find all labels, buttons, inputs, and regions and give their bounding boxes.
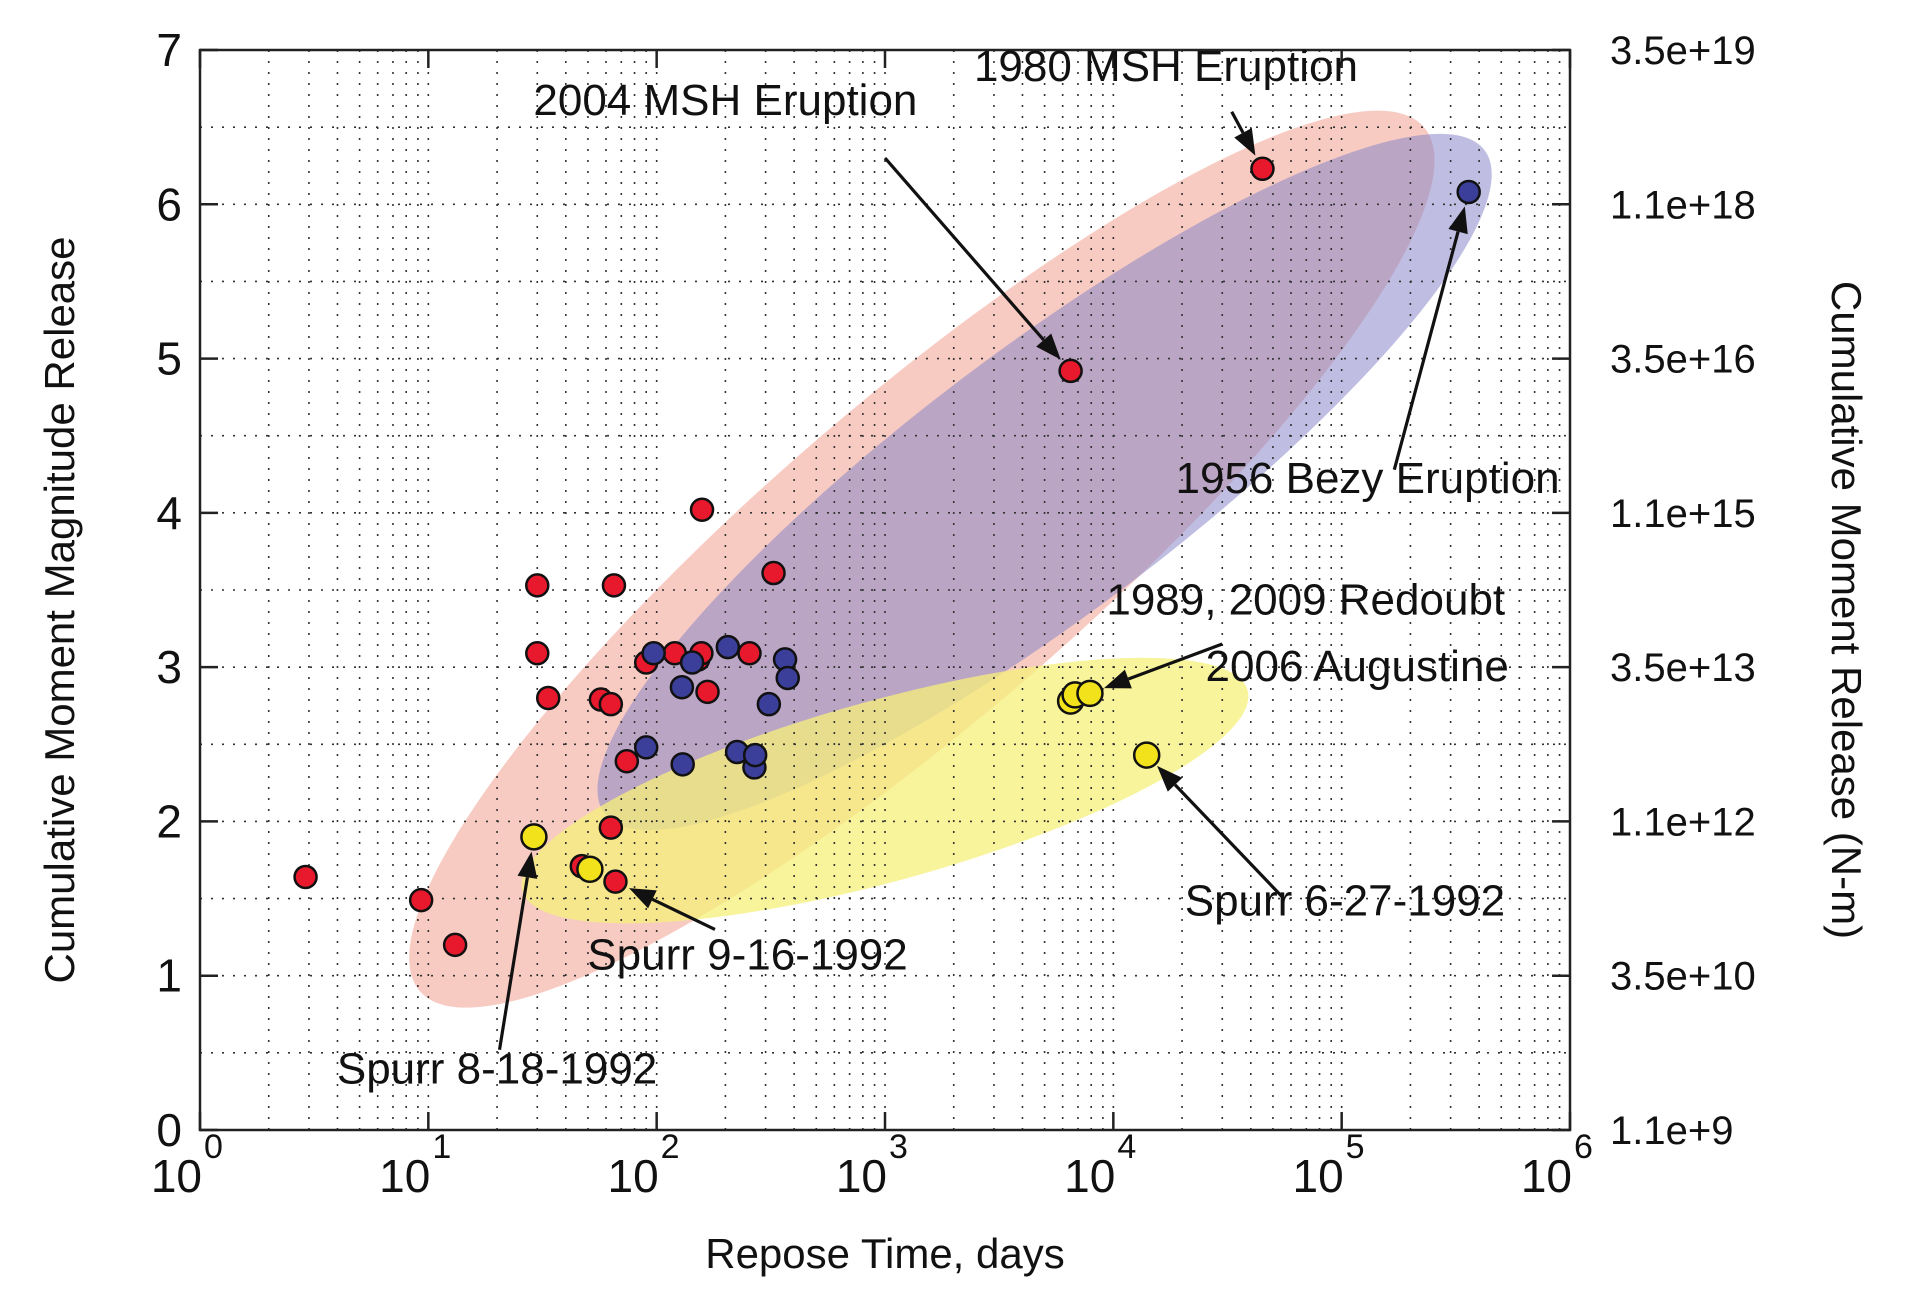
region-yellow [521, 657, 1249, 924]
data-point-yellow [1132, 741, 1161, 769]
y-tick-label: 5 [156, 333, 182, 385]
annotation-arrowhead [1234, 127, 1256, 156]
data-point-blue [670, 752, 695, 777]
annotation-label: Spurr 6-27-1992 [1185, 877, 1505, 926]
annotation-arrow-line [1392, 231, 1460, 471]
data-point-red [408, 887, 434, 913]
annotation-arrow-line [1230, 110, 1245, 134]
x-tick-exponent: 4 [1117, 1128, 1136, 1166]
data-points [293, 156, 1481, 958]
annotation-arrowhead [1104, 669, 1132, 689]
annotation-arrow-line [497, 877, 529, 1051]
data-point-red [601, 573, 627, 598]
y2-tick-label: 1.1e+18 [1610, 183, 1756, 227]
data-point-yellow [1076, 679, 1104, 708]
x-tick-exponent: 0 [204, 1128, 223, 1166]
data-point-blue [641, 641, 666, 666]
cluster-regions [409, 110, 1492, 1008]
data-point-red [525, 573, 550, 598]
y-tick-label: 7 [156, 24, 182, 76]
y-tick-label: 6 [156, 178, 182, 230]
data-point-blue [756, 691, 782, 717]
x-tick-label: 10 [607, 1150, 658, 1202]
annotation-label: 1980 MSH Eruption [974, 42, 1358, 91]
data-point-blue [679, 650, 705, 675]
grid [200, 50, 1570, 1130]
data-point-red [442, 932, 468, 958]
data-point-red [603, 869, 628, 894]
x-tick-exponent: 1 [432, 1128, 451, 1166]
data-point-red [737, 641, 762, 666]
data-point-blue [742, 742, 768, 768]
tick-labels: 100101102103104105106012345671.1e+93.5e+… [151, 24, 1756, 1202]
x-tick-exponent: 2 [661, 1128, 680, 1166]
data-point-red [598, 691, 624, 717]
annotation-arrowhead [1036, 333, 1061, 360]
data-point-blue [715, 634, 741, 660]
x-tick-exponent: 6 [1574, 1128, 1593, 1166]
annotation-arrow-line [1127, 642, 1223, 681]
data-point-yellow [520, 823, 548, 851]
data-point-red [535, 685, 561, 711]
annotation-label: Spurr 9-16-1992 [587, 931, 907, 980]
y-tick-label: 2 [156, 795, 182, 847]
data-point-red [598, 815, 624, 840]
data-point-red [1058, 358, 1083, 384]
y2-tick-label: 3.5e+10 [1610, 955, 1756, 999]
data-point-red [614, 749, 640, 774]
x-tick-exponent: 3 [889, 1128, 908, 1166]
y-axis-title: Cumulative Moment Magnitude Release [36, 236, 83, 983]
y2-tick-label: 1.1e+15 [1610, 492, 1756, 536]
annotation-arrow-line [883, 156, 1045, 342]
data-point-red [1250, 156, 1275, 182]
annotation-arrow-line [1173, 783, 1284, 899]
data-point-yellow [576, 855, 604, 884]
x-tick-label: 10 [151, 1150, 202, 1202]
x-tick-label: 10 [836, 1150, 887, 1202]
data-point-red [689, 497, 715, 523]
annotation-arrow-line [651, 897, 716, 931]
annotation-arrowhead [517, 851, 538, 879]
annotation-arrows [497, 110, 1468, 1051]
y2-axis-title: Cumulative Moment Release (N-m) [1823, 281, 1870, 939]
y2-tick-label: 3.5e+19 [1610, 29, 1756, 73]
region-blue [597, 133, 1492, 831]
data-point-blue [775, 665, 800, 691]
annotation-arrowhead [628, 888, 657, 909]
x-tick-exponent: 5 [1346, 1128, 1365, 1166]
data-point-red [293, 864, 318, 890]
data-point-blue [1456, 179, 1481, 205]
x-tick-label: 10 [379, 1150, 430, 1202]
data-point-red [761, 560, 786, 586]
axis-ticks [198, 48, 1572, 1132]
y-tick-label: 1 [156, 950, 182, 1002]
x-tick-label: 10 [1292, 1150, 1343, 1202]
annotation-label: 1989, 2009 Redoubt [1106, 576, 1505, 625]
y2-tick-label: 1.1e+9 [1610, 1109, 1733, 1153]
annotation-label: 1956 Bezy Eruption [1176, 454, 1560, 503]
data-point-red [525, 641, 550, 666]
y-tick-label: 4 [156, 487, 182, 539]
y-tick-label: 3 [156, 641, 182, 693]
y-tick-label: 0 [156, 1104, 182, 1156]
y2-tick-label: 3.5e+13 [1610, 646, 1756, 690]
data-point-red [695, 679, 720, 705]
annotations: 1980 MSH Eruption 2004 MSH Eruption 1956 B… [337, 42, 1560, 1094]
x-axis-title: Repose Time, days [705, 1230, 1065, 1277]
annotation-label: 2004 MSH Eruption [533, 76, 917, 125]
data-point-blue [669, 674, 695, 700]
annotation-label: 2006 Augustine [1206, 642, 1509, 691]
x-tick-label: 10 [1064, 1150, 1115, 1202]
data-point-blue [633, 735, 659, 760]
y2-tick-label: 1.1e+12 [1610, 800, 1756, 844]
x-tick-label: 10 [1521, 1150, 1572, 1202]
annotation-arrowhead [1157, 765, 1183, 792]
annotation-arrowhead [1448, 206, 1468, 235]
y2-tick-label: 3.5e+16 [1610, 338, 1756, 382]
annotation-label: Spurr 8-18-1992 [337, 1045, 657, 1094]
